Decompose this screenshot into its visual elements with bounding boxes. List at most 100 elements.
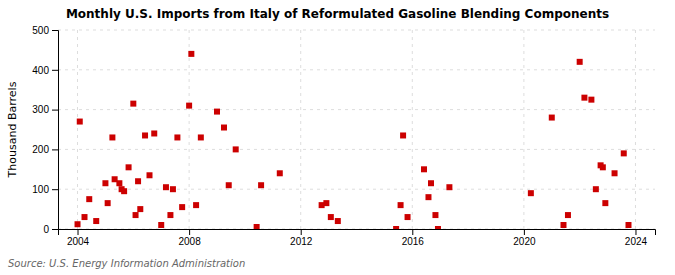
point (425, 194, 431, 200)
tick: 2012 (290, 229, 313, 247)
tick-mark (52, 70, 58, 71)
tick-mark (78, 229, 79, 235)
tick: 300 (32, 104, 58, 115)
tick-label: 100 (32, 184, 49, 195)
axis-line (59, 230, 656, 236)
point (421, 166, 427, 172)
grid-line (635, 30, 636, 229)
tick-label: 2012 (290, 236, 313, 247)
tick-label: 2016 (402, 236, 425, 247)
point (621, 150, 627, 156)
tick-label: 200 (32, 144, 49, 155)
annotation: Source: U.S. Energy Information Administ… (8, 258, 245, 269)
point (188, 51, 194, 57)
point (428, 180, 434, 186)
point (258, 182, 264, 188)
point (163, 184, 169, 190)
point (86, 196, 92, 202)
point (126, 164, 132, 170)
point (221, 125, 227, 131)
point (577, 59, 583, 65)
grid-line (58, 69, 655, 70)
grid-line (300, 30, 301, 229)
point (174, 134, 180, 140)
point (116, 180, 122, 186)
tick-mark (52, 149, 58, 150)
title: Monthly U.S. Imports from Italy of Refor… (66, 7, 609, 21)
points (75, 51, 632, 229)
grid-line (77, 30, 78, 229)
point (565, 212, 571, 218)
tick: 2004 (67, 229, 90, 247)
plot: 2004 2008 2012 2016 2020 2024 0 100 200 300 400 500 (32, 25, 655, 247)
tick: 400 (32, 65, 58, 76)
axis-line (52, 31, 59, 230)
tick: 100 (32, 184, 58, 195)
tick: 2008 (178, 229, 201, 247)
point (233, 146, 239, 152)
point (82, 214, 88, 220)
point (435, 226, 441, 229)
tick-label: 2004 (67, 236, 90, 247)
point (170, 186, 176, 192)
point (121, 188, 127, 194)
grid-line (412, 30, 413, 229)
point (405, 214, 411, 220)
x-axis: 2004 2008 2012 2016 2020 2024 (59, 229, 656, 247)
tick-mark (52, 30, 58, 31)
tick: 500 (32, 25, 58, 36)
tick-mark (412, 229, 413, 235)
tick: 0 (43, 224, 58, 235)
tick-mark (52, 189, 58, 190)
point (323, 200, 329, 206)
grid-line (189, 30, 190, 229)
tick: 2016 (402, 229, 425, 247)
y-axis: 0 100 200 300 400 500 (32, 25, 58, 235)
point (581, 95, 587, 101)
point (549, 115, 555, 121)
tick-label: 0 (43, 224, 49, 235)
point (393, 226, 399, 229)
tick-mark (52, 110, 58, 111)
point (588, 97, 594, 103)
grid-line (58, 109, 655, 110)
point (186, 103, 192, 109)
point (135, 178, 141, 184)
tick-mark (189, 229, 190, 235)
tick-mark (52, 229, 58, 230)
point (446, 184, 452, 190)
tick-label: 400 (32, 65, 49, 76)
point (198, 134, 204, 140)
point (400, 132, 406, 138)
grid-line (523, 30, 524, 229)
tick-label: 2008 (178, 236, 201, 247)
point (102, 180, 108, 186)
tick-label: 2024 (625, 236, 648, 247)
point (93, 218, 99, 224)
grid-line (58, 30, 655, 31)
point (133, 212, 139, 218)
point (560, 222, 566, 228)
point (277, 170, 283, 176)
point (193, 202, 199, 208)
point (109, 134, 115, 140)
point (625, 222, 631, 228)
point (602, 200, 608, 206)
point (432, 212, 438, 218)
tick-label: 2020 (513, 236, 536, 247)
tick: 200 (32, 144, 58, 155)
tick-label: 500 (32, 25, 49, 36)
point (226, 182, 232, 188)
point (137, 206, 143, 212)
point (328, 214, 334, 220)
point (593, 186, 599, 192)
tick: 2020 (513, 229, 536, 247)
point (254, 224, 260, 229)
grid (58, 30, 655, 229)
point (612, 170, 618, 176)
point (158, 222, 164, 228)
tick-mark (635, 229, 636, 235)
y-axis-title: Thousand Barrels (6, 81, 19, 178)
point (528, 190, 534, 196)
point (335, 218, 341, 224)
